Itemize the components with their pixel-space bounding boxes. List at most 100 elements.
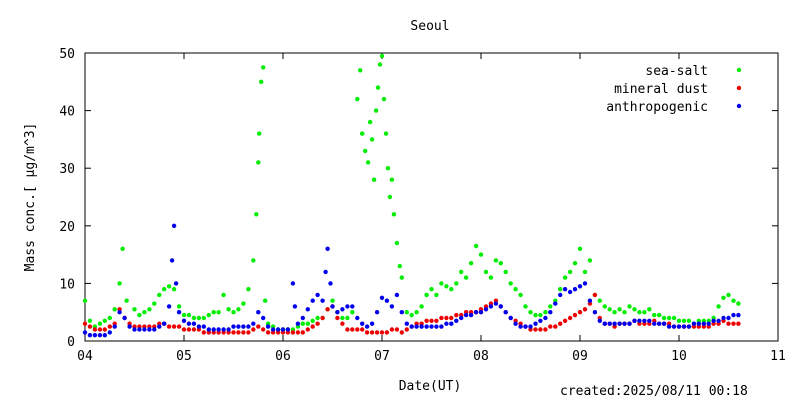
data-point bbox=[399, 310, 404, 315]
data-point bbox=[562, 287, 568, 292]
data-point bbox=[429, 287, 434, 292]
data-point bbox=[124, 298, 129, 303]
data-point bbox=[543, 315, 548, 321]
data-point bbox=[117, 281, 122, 286]
data-point bbox=[345, 327, 350, 332]
data-point bbox=[434, 324, 439, 329]
data-point bbox=[671, 324, 677, 329]
data-point bbox=[226, 307, 231, 312]
data-point bbox=[171, 324, 177, 329]
data-point bbox=[627, 321, 632, 326]
data-point bbox=[315, 315, 320, 321]
data-point bbox=[434, 292, 439, 298]
data-point bbox=[399, 275, 404, 280]
data-point bbox=[295, 321, 301, 326]
data-point bbox=[360, 327, 365, 332]
data-point bbox=[117, 310, 122, 315]
data-point bbox=[582, 307, 588, 312]
data-point bbox=[379, 330, 385, 335]
legend: sea-salt mineral dust anthropogenic bbox=[606, 64, 742, 115]
data-point bbox=[186, 327, 192, 332]
data-point bbox=[637, 318, 642, 323]
plot-frame bbox=[84, 52, 779, 342]
data-point bbox=[488, 275, 494, 280]
data-point bbox=[280, 327, 286, 332]
data-point bbox=[449, 315, 454, 321]
data-point bbox=[102, 333, 108, 338]
data-point bbox=[112, 307, 117, 312]
data-point bbox=[384, 330, 390, 335]
data-point bbox=[211, 310, 216, 315]
data-point bbox=[657, 321, 662, 326]
data-point bbox=[261, 327, 266, 332]
data-point bbox=[632, 318, 637, 323]
data-point bbox=[454, 281, 459, 286]
data-point bbox=[216, 310, 221, 315]
data-point bbox=[211, 327, 216, 332]
data-point bbox=[389, 177, 395, 182]
y-tick-label: 30 bbox=[59, 162, 75, 177]
x-tick-label: 05 bbox=[176, 349, 192, 364]
legend-label: mineral dust bbox=[614, 82, 708, 97]
data-point bbox=[367, 119, 373, 125]
data-point bbox=[528, 324, 533, 329]
data-point bbox=[201, 324, 206, 329]
data-point bbox=[127, 324, 132, 329]
legend-label: sea-salt bbox=[645, 64, 708, 79]
data-point bbox=[305, 321, 310, 326]
data-point bbox=[381, 96, 387, 102]
data-point bbox=[251, 321, 256, 326]
data-point bbox=[92, 333, 98, 338]
data-point bbox=[157, 292, 162, 298]
data-point bbox=[169, 258, 175, 263]
data-point bbox=[473, 243, 479, 249]
y-axis: 0 10 20 30 40 50 bbox=[59, 47, 778, 350]
data-point bbox=[176, 304, 182, 309]
data-point bbox=[478, 252, 484, 257]
data-point bbox=[206, 327, 211, 332]
chart-title: Seoul bbox=[410, 19, 449, 34]
data-point bbox=[686, 324, 692, 329]
data-point bbox=[493, 258, 499, 263]
data-point bbox=[373, 108, 379, 113]
data-point bbox=[582, 281, 588, 286]
data-point bbox=[132, 327, 137, 332]
data-point bbox=[523, 324, 528, 329]
x-tick-label: 04 bbox=[77, 349, 93, 364]
data-point bbox=[107, 324, 113, 329]
data-point bbox=[562, 275, 568, 280]
data-point bbox=[375, 85, 381, 90]
data-point bbox=[191, 327, 197, 332]
x-tick-label: 06 bbox=[275, 349, 291, 364]
data-point bbox=[642, 318, 647, 323]
data-point bbox=[345, 304, 350, 309]
data-point bbox=[137, 327, 142, 332]
data-point bbox=[454, 318, 459, 323]
data-point bbox=[394, 327, 400, 332]
data-point bbox=[236, 330, 241, 335]
data-point bbox=[350, 304, 355, 309]
data-point bbox=[468, 312, 474, 318]
y-tick-label: 0 bbox=[67, 335, 75, 350]
y-tick-label: 20 bbox=[59, 220, 75, 235]
data-point bbox=[305, 307, 310, 312]
data-point bbox=[592, 292, 598, 298]
data-point bbox=[270, 327, 276, 332]
data-point bbox=[533, 312, 538, 318]
data-point bbox=[652, 321, 657, 326]
x-tick-label: 11 bbox=[770, 349, 786, 364]
data-point bbox=[355, 327, 360, 332]
data-point bbox=[389, 327, 395, 332]
x-axis: 04 05 06 07 08 09 10 11 bbox=[77, 53, 786, 364]
data-point bbox=[681, 318, 687, 323]
data-point bbox=[632, 307, 637, 312]
data-point bbox=[97, 333, 103, 338]
data-point bbox=[360, 321, 365, 326]
data-point bbox=[434, 318, 439, 323]
data-point bbox=[82, 330, 88, 335]
data-point bbox=[533, 327, 538, 332]
data-point bbox=[300, 315, 305, 321]
data-point bbox=[340, 307, 345, 312]
y-tick-label: 50 bbox=[59, 47, 75, 62]
data-point bbox=[256, 160, 261, 165]
